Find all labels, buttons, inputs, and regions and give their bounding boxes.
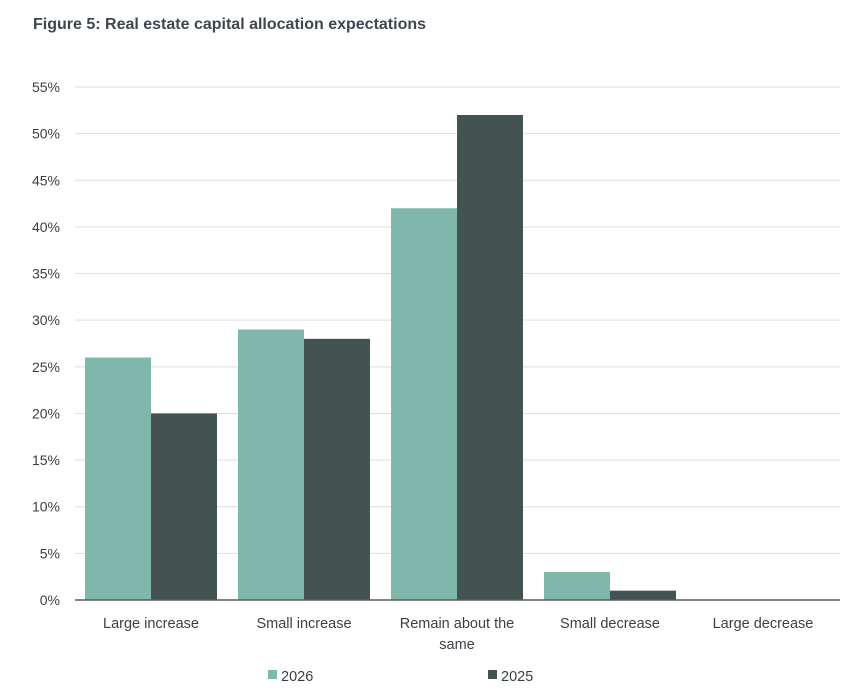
legend-label-2026: 2026 xyxy=(281,669,313,685)
legend-label-2025: 2025 xyxy=(501,669,533,685)
y-tick-label: 0% xyxy=(40,592,60,608)
y-tick-label: 45% xyxy=(32,172,60,188)
y-tick-label: 55% xyxy=(32,79,60,95)
bars xyxy=(85,114,676,601)
figure-title: Figure 5: Real estate capital allocation… xyxy=(33,16,427,33)
y-tick-label: 40% xyxy=(32,219,60,235)
bar-2025 xyxy=(457,114,523,601)
y-axis-ticks: 0% 5% 10% 15% 20% 25% 30% 35% 40% 45% 50% 55% xyxy=(32,79,60,608)
legend: 2026 2025 xyxy=(268,669,533,685)
bar-2026 xyxy=(85,357,151,600)
x-axis-category-labels: Large increase Small increase Remain about… xyxy=(103,616,813,653)
bar-2026 xyxy=(391,208,457,600)
x-category-label: Large increase xyxy=(103,616,199,632)
legend-swatch-2025 xyxy=(488,670,497,679)
y-tick-label: 5% xyxy=(40,545,60,561)
bar-2026 xyxy=(544,572,610,600)
bar-2026 xyxy=(238,329,304,600)
y-tick-label: 50% xyxy=(32,126,60,142)
y-tick-label: 35% xyxy=(32,266,60,282)
y-tick-label: 30% xyxy=(32,312,60,328)
bar-2025 xyxy=(304,338,370,600)
legend-swatch-2026 xyxy=(268,670,277,679)
y-tick-label: 20% xyxy=(32,405,60,421)
x-category-label: Large decrease xyxy=(713,616,814,632)
y-tick-label: 15% xyxy=(32,452,60,468)
bar-2025 xyxy=(610,590,676,600)
x-category-label: Small increase xyxy=(256,616,351,632)
x-category-label: Small decrease xyxy=(560,616,660,632)
y-tick-label: 25% xyxy=(32,359,60,375)
x-category-label: Remain about the same xyxy=(400,616,514,653)
y-tick-label: 10% xyxy=(32,499,60,515)
bar-2025 xyxy=(151,413,217,600)
